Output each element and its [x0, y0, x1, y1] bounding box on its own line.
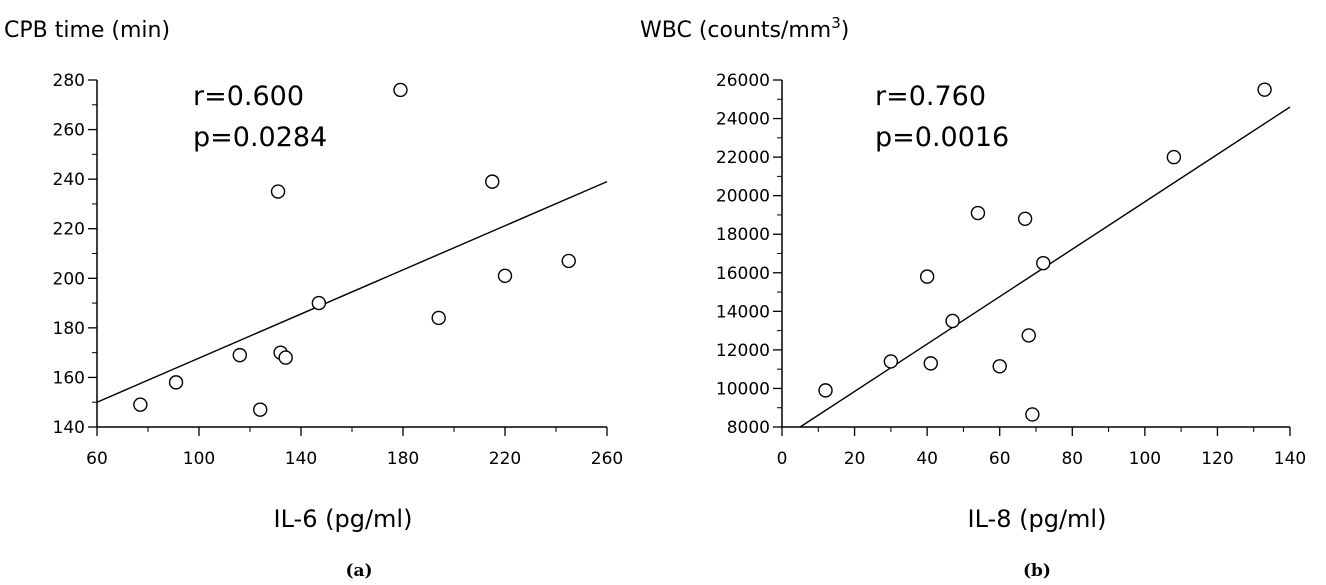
- data-point: [945, 313, 960, 329]
- y-axis-title: WBC (counts/mm3): [640, 14, 849, 43]
- x-tick-label: 0: [777, 449, 788, 469]
- y-axis-title-superscript: 3: [831, 14, 841, 32]
- data-point: [923, 356, 938, 371]
- data-point: [1025, 407, 1040, 422]
- y-tick-label: 20000: [716, 187, 770, 207]
- x-tick-label: 80: [1061, 449, 1083, 469]
- data-point: [270, 184, 286, 199]
- x-tick-label: 20: [844, 449, 866, 469]
- x-tick-label: 60: [86, 449, 108, 469]
- data-point: [393, 82, 408, 98]
- data-point: [485, 174, 500, 189]
- x-tick-label: 120: [1201, 449, 1233, 469]
- x-tick-label: 260: [591, 449, 623, 469]
- data-point: [1036, 255, 1051, 271]
- data-point: [278, 350, 293, 365]
- data-point: [133, 397, 148, 412]
- y-tick-label: 160: [53, 368, 85, 388]
- x-tick-label: 220: [489, 449, 521, 469]
- data-point: [431, 310, 446, 326]
- y-tick-label: 200: [53, 269, 85, 289]
- data-point: [1166, 149, 1182, 165]
- data-point: [1257, 82, 1272, 97]
- y-tick-label: 280: [53, 71, 85, 91]
- x-tick-label: 140: [1274, 449, 1306, 469]
- y-tick-label: 18000: [716, 225, 770, 245]
- data-point: [883, 354, 899, 369]
- p-annotation: p=0.0016: [875, 122, 1009, 153]
- panel-b: WBC (counts/mm3) r=0.760 p=0.0016 IL-8 (…: [640, 14, 1306, 581]
- x-axis-title: IL-8 (pg/ml): [968, 505, 1107, 533]
- y-tick-label: 16000: [716, 264, 770, 284]
- x-tick-label: 60: [989, 449, 1011, 469]
- y-tick-label: 180: [53, 319, 85, 339]
- y-tick-label: 260: [53, 121, 85, 141]
- y-tick-label: 22000: [716, 148, 770, 168]
- data-point: [168, 375, 184, 390]
- y-tick-label: 8000: [727, 418, 770, 438]
- p-annotation: p=0.0284: [193, 122, 327, 153]
- data-point: [919, 269, 935, 284]
- r-annotation: r=0.600: [193, 81, 304, 112]
- r-annotation: r=0.760: [875, 81, 986, 112]
- regression-line: [96, 180, 608, 403]
- data-point: [970, 205, 986, 221]
- y-tick-label: 14000: [716, 302, 770, 322]
- x-tick-label: 100: [183, 449, 215, 469]
- y-axis-title: CPB time (min): [4, 18, 170, 43]
- y-tick-label: 140: [53, 418, 85, 438]
- data-point: [818, 383, 833, 398]
- panel-a: CPB time (min) r=0.600 p=0.0284 IL-6 (pg…: [4, 18, 623, 581]
- x-axis-title: IL-6 (pg/ml): [274, 505, 413, 533]
- data-point: [497, 268, 513, 284]
- data-point: [1021, 328, 1036, 343]
- data-point: [232, 347, 248, 363]
- panel-caption: (a): [345, 561, 372, 581]
- x-tick-label: 140: [285, 449, 317, 469]
- y-tick-label: 12000: [716, 341, 770, 361]
- y-tick-label: 24000: [716, 110, 770, 130]
- panel-caption: (b): [1023, 561, 1051, 581]
- y-tick-label: 240: [53, 170, 85, 190]
- x-tick-label: 100: [1129, 449, 1161, 469]
- y-tick-label: 10000: [716, 379, 770, 399]
- y-axis-title-end: ): [841, 18, 850, 43]
- data-point: [992, 359, 1007, 374]
- data-point: [311, 295, 327, 311]
- data-point: [253, 402, 268, 417]
- y-tick-label: 220: [53, 220, 85, 240]
- y-tick-label: 26000: [716, 71, 770, 91]
- data-point: [561, 253, 576, 269]
- data-point: [1017, 211, 1033, 227]
- y-axis-title-main: WBC (counts/mm: [640, 18, 831, 43]
- x-tick-label: 180: [387, 449, 419, 469]
- x-tick-label: 40: [916, 449, 938, 469]
